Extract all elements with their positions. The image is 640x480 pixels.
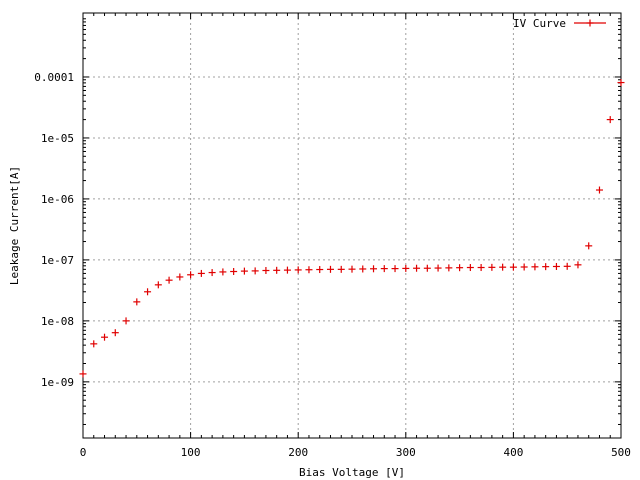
- data-point: [542, 263, 550, 271]
- data-point: [101, 333, 109, 341]
- data-point: [122, 317, 130, 325]
- x-tick-label: 400: [503, 446, 523, 459]
- data-point: [413, 264, 421, 272]
- data-point: [144, 288, 152, 296]
- data-point: [359, 265, 367, 273]
- legend-marker: [586, 19, 594, 27]
- legend: IV Curve: [513, 17, 606, 30]
- data-point: [456, 264, 464, 272]
- data-point: [370, 265, 378, 273]
- data-point: [187, 271, 195, 279]
- x-tick-label: 200: [288, 446, 308, 459]
- data-point: [423, 264, 431, 272]
- y-tick-label: 1e-05: [41, 132, 74, 145]
- data-point: [79, 370, 87, 378]
- data-point: [348, 265, 356, 273]
- data-point: [434, 264, 442, 272]
- data-point: [445, 264, 453, 272]
- legend-label: IV Curve: [513, 17, 566, 30]
- data-point: [391, 265, 399, 273]
- data-point: [240, 267, 248, 275]
- data-point: [606, 116, 614, 124]
- data-point: [165, 276, 173, 284]
- data-point: [563, 262, 571, 270]
- y-axis-label: Leakage Current[A]: [8, 166, 21, 285]
- data-point: [499, 263, 507, 271]
- y-tick-label: 1e-06: [41, 193, 74, 206]
- y-tick-label: 1e-07: [41, 254, 74, 267]
- y-tick-label: 1e-09: [41, 376, 74, 389]
- data-point: [176, 273, 184, 281]
- data-point: [617, 79, 625, 87]
- data-point: [509, 263, 517, 271]
- data-point: [477, 264, 485, 272]
- data-point: [273, 266, 281, 274]
- data-point: [585, 242, 593, 250]
- x-tick-label: 100: [181, 446, 201, 459]
- data-point: [111, 329, 119, 337]
- data-point: [283, 266, 291, 274]
- x-tick-label: 0: [80, 446, 87, 459]
- data-point: [488, 263, 496, 271]
- x-axis-label: Bias Voltage [V]: [299, 466, 405, 479]
- data-point: [154, 281, 162, 289]
- data-point: [326, 265, 334, 273]
- y-tick-label: 1e-08: [41, 315, 74, 328]
- data-point: [262, 267, 270, 275]
- data-point: [402, 264, 410, 272]
- data-point: [316, 266, 324, 274]
- data-point: [208, 269, 216, 277]
- grid-lines: [83, 13, 621, 438]
- data-points: [79, 79, 625, 378]
- data-point: [251, 267, 259, 275]
- data-point: [337, 265, 345, 273]
- y-tick-label: 0.0001: [34, 71, 74, 84]
- data-point: [230, 268, 238, 276]
- data-point: [305, 266, 313, 274]
- data-point: [574, 261, 582, 269]
- data-point: [552, 262, 560, 270]
- data-point: [595, 186, 603, 194]
- data-point: [531, 263, 539, 271]
- data-point: [219, 268, 227, 276]
- data-point: [197, 269, 205, 277]
- data-point: [294, 266, 302, 274]
- y-axis-ticks: 1e-09 1e-08 1e-07 1e-06 1e-05 0.0001: [34, 18, 621, 425]
- data-point: [520, 263, 528, 271]
- data-point: [90, 340, 98, 348]
- x-tick-label: 500: [611, 446, 631, 459]
- x-axis-ticks: 0 100 200 300 400 500: [80, 13, 631, 459]
- data-point: [380, 265, 388, 273]
- x-tick-label: 300: [396, 446, 416, 459]
- data-point: [466, 264, 474, 272]
- data-point: [133, 298, 141, 306]
